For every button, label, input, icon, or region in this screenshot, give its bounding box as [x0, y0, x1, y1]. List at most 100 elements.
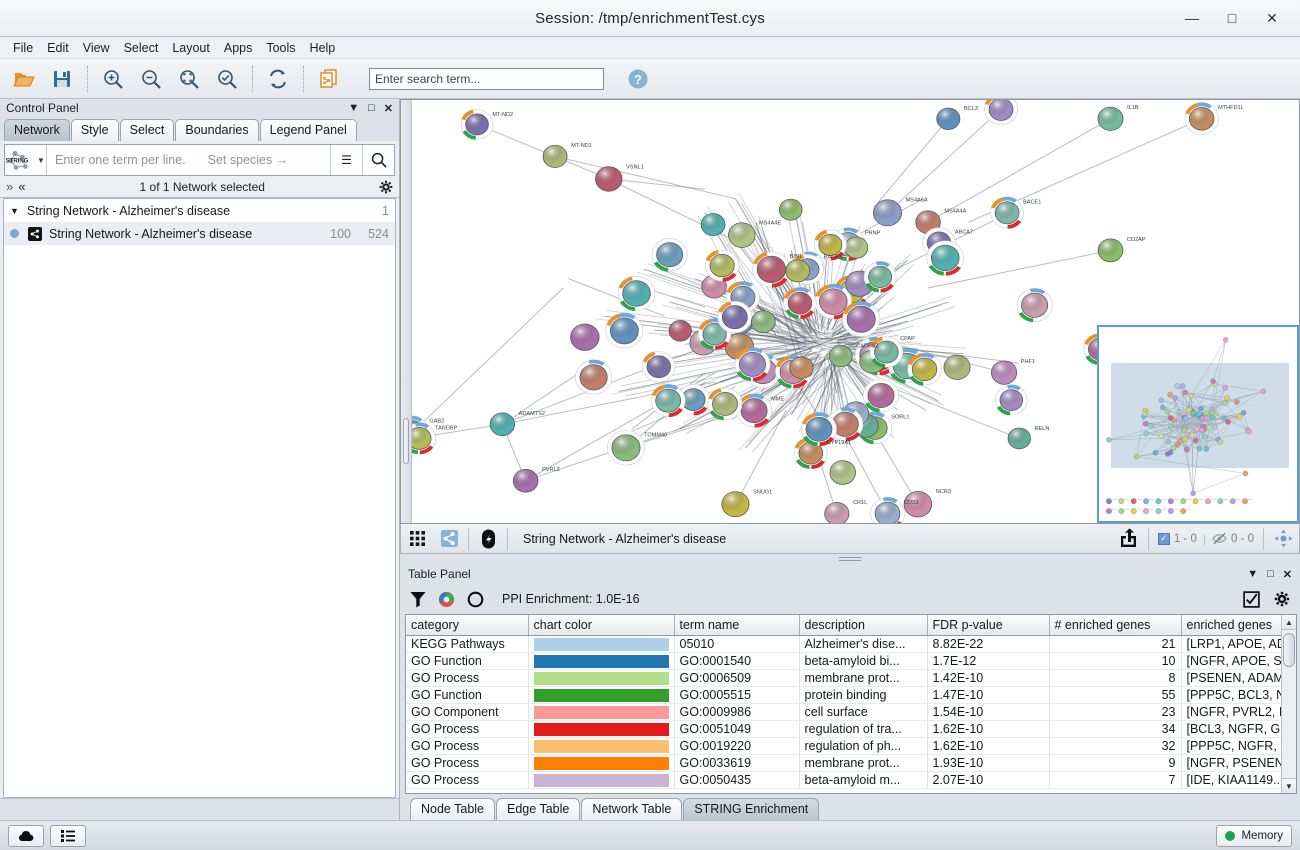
- table-scrollbar-thumb[interactable]: [1283, 633, 1295, 667]
- zoom-selected-button[interactable]: [209, 62, 245, 96]
- zoom-out-button[interactable]: [133, 62, 169, 96]
- filter-icon[interactable]: [410, 591, 426, 608]
- canvas-vertical-scrollbar[interactable]: [401, 100, 412, 523]
- string-logo-dropdown[interactable]: STRING ▼: [5, 145, 47, 175]
- network-canvas[interactable]: MT-ND2 MT-ND1 VSNL1 GAB2 ADAMTS2 PVRL2 TOMM40 S…: [400, 99, 1300, 524]
- table-row[interactable]: GO Function GO:0005515 protein binding 1.47…: [406, 686, 1281, 704]
- close-button[interactable]: ✕: [1266, 9, 1278, 26]
- menu-edit[interactable]: Edit: [47, 40, 69, 55]
- tab-network[interactable]: Network: [4, 119, 70, 141]
- pie-chart-icon[interactable]: [438, 591, 455, 608]
- column-header-enriched-count[interactable]: # enriched genes: [1049, 615, 1182, 636]
- gear-icon[interactable]: [1274, 591, 1290, 607]
- table-panel-collapse-icon[interactable]: ▼: [1247, 568, 1259, 580]
- table-vertical-scrollbar[interactable]: ▲ ▼: [1281, 615, 1296, 793]
- cell-chart-color: [528, 720, 675, 738]
- tab-boundaries[interactable]: Boundaries: [175, 119, 259, 141]
- open-session-button[interactable]: [6, 62, 42, 96]
- menu-select[interactable]: Select: [123, 40, 159, 55]
- zoom-in-button[interactable]: [95, 62, 131, 96]
- menu-view[interactable]: View: [82, 40, 110, 55]
- fit-content-button[interactable]: [1267, 525, 1299, 553]
- scroll-up-arrow[interactable]: ▲: [1282, 615, 1296, 630]
- column-header-fdr[interactable]: FDR p-value: [927, 615, 1050, 636]
- tab-network-table[interactable]: Network Table: [581, 798, 683, 820]
- tab-select[interactable]: Select: [119, 119, 175, 141]
- cell-category: GO Process: [406, 771, 529, 789]
- control-panel: Control Panel ▼ □ ✕ Network Style Select…: [0, 99, 400, 820]
- column-header-term-name[interactable]: term name: [674, 615, 800, 636]
- menu-help[interactable]: Help: [309, 40, 336, 55]
- expander-icon[interactable]: ▼: [10, 205, 19, 216]
- table-row[interactable]: GO Process GO:0019220 regulation of ph... 1…: [406, 737, 1281, 755]
- menu-tools[interactable]: Tools: [266, 40, 296, 55]
- tab-edge-table[interactable]: Edge Table: [496, 798, 581, 820]
- search-input[interactable]: Enter search term...: [369, 67, 604, 90]
- menu-layout[interactable]: Layout: [172, 40, 210, 55]
- collapse-all-icon[interactable]: «: [18, 179, 26, 194]
- table-row[interactable]: KEGG Pathways 05010 Alzheimer's dise... 8.8…: [406, 635, 1281, 653]
- control-panel-float-icon[interactable]: □: [368, 102, 375, 114]
- cloud-button[interactable]: [8, 824, 44, 847]
- column-header-chart-color[interactable]: chart color: [528, 615, 675, 636]
- column-header-description[interactable]: description: [799, 615, 928, 636]
- tab-legend-panel[interactable]: Legend Panel: [259, 119, 357, 141]
- svg-text:BIN1: BIN1: [790, 254, 802, 260]
- export-image-button[interactable]: [1113, 525, 1145, 553]
- table-row[interactable]: GO Process GO:0006509 membrane prot... 1.42…: [406, 669, 1281, 687]
- network-tree-item-label: String Network - Alzheimer's disease: [49, 226, 253, 241]
- cell-enriched-count: 9: [1049, 754, 1182, 772]
- set-species-link[interactable]: Set species →: [207, 153, 289, 167]
- network-tree-item[interactable]: String Network - Alzheimer's disease 100…: [4, 222, 395, 245]
- tab-node-table[interactable]: Node Table: [410, 798, 496, 820]
- memory-button[interactable]: Memory: [1216, 824, 1292, 847]
- cell-fdr: 2.07E-10: [927, 771, 1050, 789]
- scroll-down-arrow[interactable]: ▼: [1282, 778, 1296, 793]
- expand-all-icon[interactable]: »: [6, 179, 14, 194]
- table-row[interactable]: GO Process GO:0050435 beta-amyloid m... 2.0…: [406, 771, 1281, 789]
- hidden-edges-icon: [1212, 532, 1227, 545]
- menu-apps[interactable]: Apps: [223, 40, 253, 55]
- string-search-button[interactable]: [362, 145, 394, 175]
- main-toolbar: Enter search term... ?: [0, 59, 1300, 99]
- table-panel-float-icon[interactable]: □: [1267, 568, 1274, 580]
- table-row[interactable]: GO Component GO:0009986 cell surface 1.54E-…: [406, 703, 1281, 721]
- scrollbar-thumb[interactable]: [403, 418, 409, 464]
- save-session-button[interactable]: [44, 62, 80, 96]
- control-panel-close-icon[interactable]: ✕: [383, 102, 393, 115]
- maximize-button[interactable]: □: [1227, 10, 1237, 26]
- minimize-button[interactable]: —: [1185, 10, 1199, 26]
- column-header-enriched-genes[interactable]: enriched genes: [1181, 615, 1281, 636]
- color-swatch: [533, 671, 669, 685]
- donut-icon[interactable]: [467, 591, 484, 608]
- svg-text:SORL1: SORL1: [891, 415, 909, 421]
- gear-icon[interactable]: [379, 180, 393, 194]
- zoom-fit-button[interactable]: [171, 62, 207, 96]
- string-options-button[interactable]: ☰: [330, 145, 362, 175]
- grid-layout-button[interactable]: [401, 525, 433, 553]
- export-network-button[interactable]: [311, 62, 347, 96]
- task-list-button[interactable]: [50, 824, 86, 847]
- tab-string-enrichment[interactable]: STRING Enrichment: [683, 798, 820, 820]
- svg-text:MTHFD1L: MTHFD1L: [1218, 105, 1244, 111]
- column-header-category[interactable]: category: [406, 615, 529, 636]
- network-overview-minimap[interactable]: [1097, 325, 1299, 523]
- refresh-button[interactable]: [260, 62, 296, 96]
- table-row[interactable]: GO Process GO:0033619 membrane prot... 1.93…: [406, 754, 1281, 772]
- network-tree-root[interactable]: ▼ String Network - Alzheimer's disease 1: [4, 199, 395, 222]
- horizontal-splitter[interactable]: [400, 554, 1300, 564]
- share-network-button[interactable]: [433, 525, 465, 553]
- annotation-button[interactable]: [472, 525, 504, 553]
- table-row[interactable]: GO Function GO:0001540 beta-amyloid bi... 1…: [406, 652, 1281, 670]
- tab-style[interactable]: Style: [70, 119, 119, 141]
- network-selection-row: » « 1 of 1 Network selected: [0, 176, 399, 198]
- control-panel-collapse-icon[interactable]: ▼: [348, 102, 360, 114]
- select-all-checkbox-icon[interactable]: [1243, 590, 1260, 608]
- help-button[interactable]: ?: [620, 62, 656, 96]
- table-row[interactable]: GO Process GO:0051049 regulation of tra...…: [406, 720, 1281, 738]
- menu-bar: File Edit View Select Layout Apps Tools …: [0, 37, 1300, 59]
- string-term-input[interactable]: Enter one term per line. Set species →: [47, 145, 330, 175]
- checkbox-icon[interactable]: ✓: [1157, 532, 1170, 545]
- menu-file[interactable]: File: [13, 40, 34, 55]
- table-panel-close-icon[interactable]: ✕: [1282, 568, 1292, 581]
